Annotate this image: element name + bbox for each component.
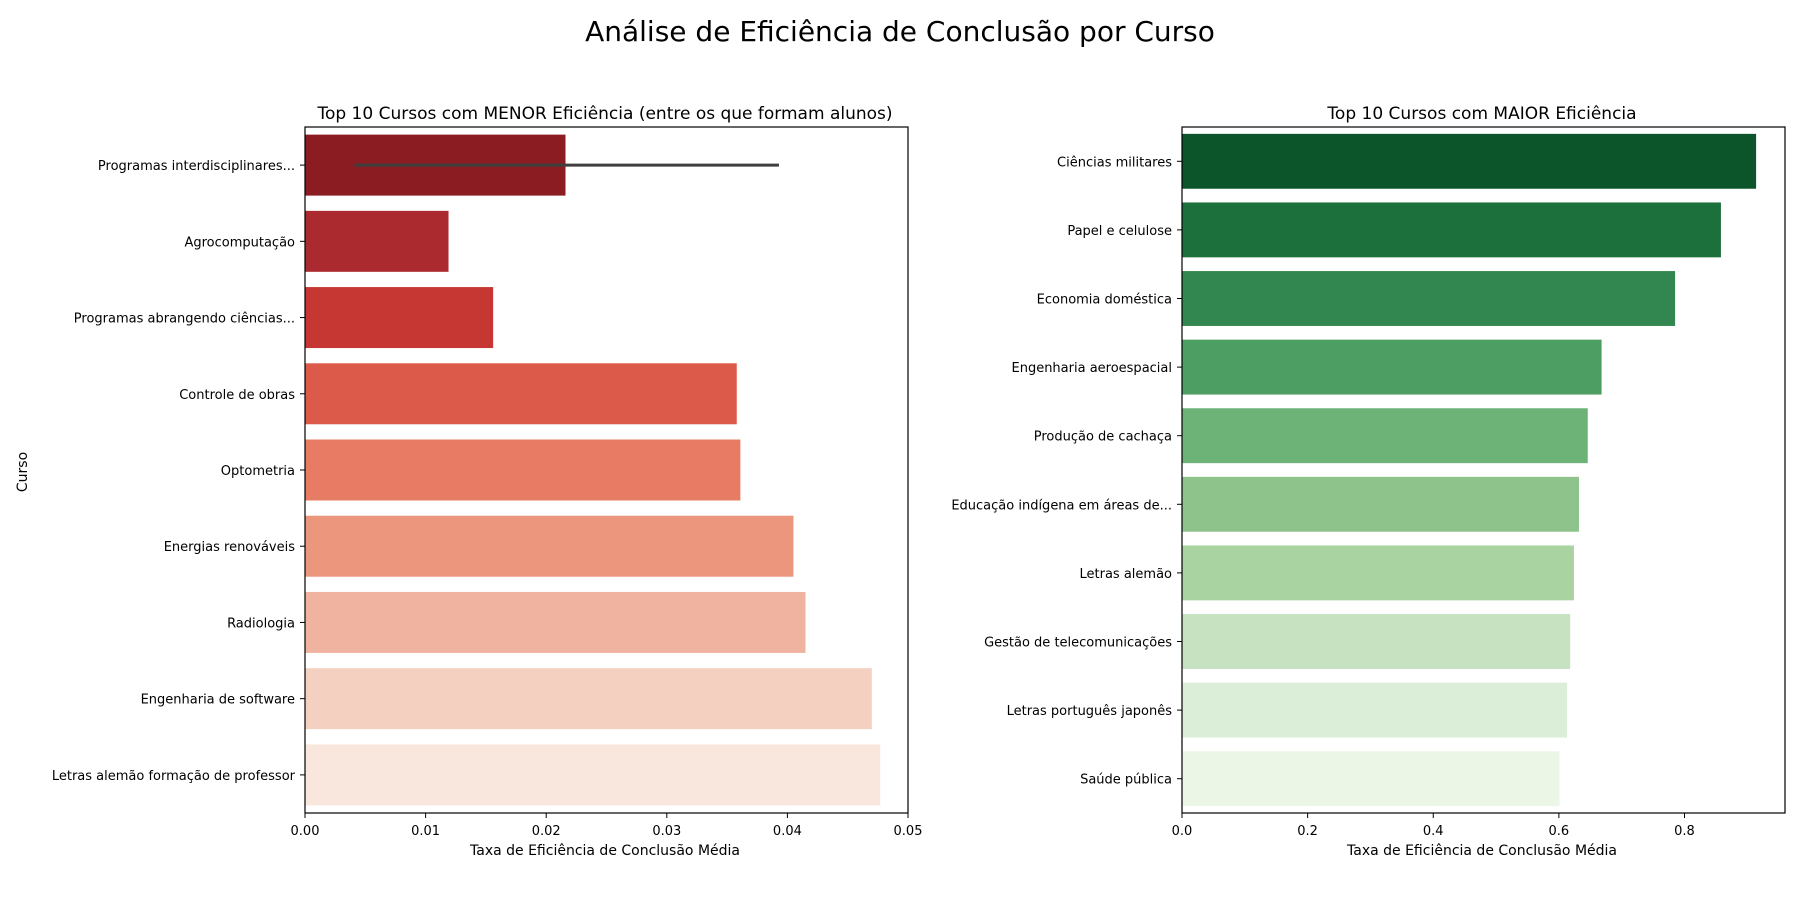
y-tick-label-highest: Economia doméstica — [1037, 293, 1172, 308]
plot-frame-highest — [1181, 126, 1786, 814]
chart-title-highest: Top 10 Cursos com MAIOR Eficiência — [1326, 104, 1636, 124]
y-tick-label-highest: Gestão de telecomunicações — [984, 636, 1172, 651]
bar-highest-6 — [1182, 476, 1579, 532]
y-tick-label-lowest: Programas abrangendo ciências... — [74, 312, 295, 327]
y-tick-label-lowest: Controle de obras — [179, 388, 295, 403]
y-tick-label-highest: Letras português japonês — [1007, 704, 1173, 719]
x-axis-label-highest: Taxa de Eficiência de Conclusão Média — [1346, 843, 1617, 859]
chart-highest-efficiency: Top 10 Cursos com MAIOR Eficiência Taxa … — [951, 104, 1786, 859]
y-tick-label-highest: Educação indígena em áreas de... — [951, 498, 1172, 513]
x-tick-label-highest: 0.2 — [1297, 824, 1318, 839]
x-tick-label-lowest: 0.01 — [411, 824, 440, 839]
y-axis-label-lowest: Curso — [15, 452, 31, 492]
y-tick-label-highest: Produção de cachaça — [1034, 430, 1172, 445]
bar-highest-2 — [1182, 202, 1721, 258]
x-tick-label-highest: 0.0 — [1172, 824, 1193, 839]
y-tick-label-lowest: Letras alemão formação de professor — [52, 769, 296, 784]
bar-highest-4 — [1182, 339, 1602, 395]
y-tick-label-highest: Engenharia aeroespacial — [1011, 361, 1172, 376]
y-tick-label-lowest: Programas interdisciplinares... — [98, 159, 295, 174]
x-tick-label-lowest: 0.04 — [773, 824, 802, 839]
plot-frame-lowest — [304, 126, 909, 814]
y-tick-label-lowest: Engenharia de software — [141, 693, 295, 708]
x-tick-label-highest: 0.6 — [1549, 824, 1570, 839]
x-axis-label-lowest: Taxa de Eficiência de Conclusão Média — [469, 843, 740, 859]
bar-highest-5 — [1182, 408, 1588, 464]
y-tick-label-lowest: Optometria — [221, 464, 295, 479]
y-tick-label-highest: Letras alemão — [1080, 567, 1173, 582]
bar-lowest-5 — [305, 439, 741, 501]
bar-highest-8 — [1182, 614, 1571, 669]
bar-lowest-9 — [305, 744, 881, 806]
x-tick-label-lowest: 0.03 — [652, 824, 681, 839]
y-tick-label-lowest: Agrocomputação — [184, 235, 295, 250]
bar-lowest-3 — [305, 287, 494, 349]
x-tick-label-lowest: 0.05 — [894, 824, 923, 839]
bar-lowest-7 — [305, 591, 806, 653]
chart-lowest-efficiency: Top 10 Cursos com MENOR Eficiência (entr… — [15, 104, 922, 859]
y-tick-label-highest: Papel e celulose — [1067, 224, 1172, 239]
y-tick-label-lowest: Radiologia — [227, 616, 295, 631]
x-tick-label-lowest: 0.02 — [532, 824, 561, 839]
y-tick-label-highest: Saúde pública — [1080, 773, 1172, 788]
x-tick-label-highest: 0.8 — [1674, 824, 1695, 839]
bar-highest-9 — [1182, 682, 1568, 738]
bar-lowest-6 — [305, 515, 794, 577]
bar-highest-1 — [1182, 133, 1757, 189]
bar-lowest-4 — [305, 363, 737, 425]
bar-highest-3 — [1182, 271, 1676, 326]
chart-title-lowest: Top 10 Cursos com MENOR Eficiência (entr… — [316, 104, 892, 124]
bar-highest-7 — [1182, 545, 1574, 601]
x-tick-label-highest: 0.4 — [1423, 824, 1444, 839]
y-tick-label-highest: Ciências militares — [1057, 155, 1172, 170]
bar-lowest-2 — [305, 210, 449, 272]
y-tick-label-lowest: Energias renováveis — [164, 540, 296, 555]
x-tick-label-lowest: 0.00 — [291, 824, 320, 839]
bar-lowest-8 — [305, 668, 872, 730]
figure-title: Análise de Eficiência de Conclusão por C… — [585, 15, 1215, 48]
bar-highest-10 — [1182, 751, 1560, 807]
